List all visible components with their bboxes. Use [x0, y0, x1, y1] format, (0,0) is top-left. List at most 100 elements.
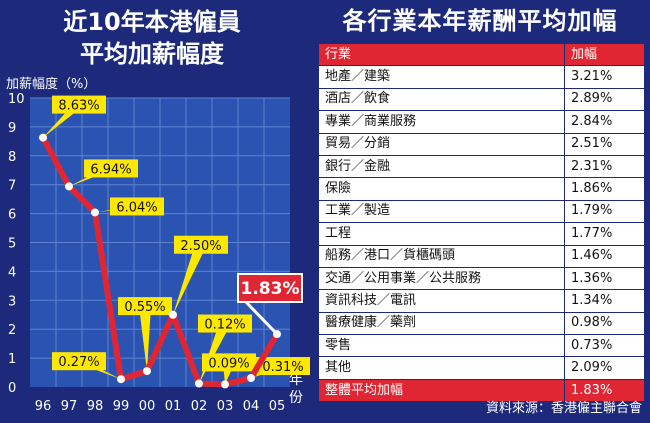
data-label-box [198, 314, 252, 333]
gridlines [30, 97, 290, 387]
data-point [221, 380, 229, 389]
callout-pointer [244, 300, 279, 336]
y-tick-label: 7 [8, 179, 16, 194]
y-tick-label: 4 [8, 265, 16, 280]
table-row: 船務／港口／貨櫃碼頭 1.46% [318, 244, 645, 268]
rate-cell: 2.09% [564, 356, 645, 380]
y-tick-label: 10 [8, 92, 25, 107]
highlight-data-label: 1.83% [241, 279, 300, 299]
rate-cell: 1.79% [564, 199, 645, 224]
industry-cell: 酒店／飲食 [318, 87, 565, 112]
industry-cell: 其他 [318, 356, 565, 380]
table-row: 其他 2.09% [318, 356, 645, 380]
data-label: 6.04% [116, 200, 157, 215]
table-row: 交通／公用事業／公共服務 1.36% [318, 266, 645, 291]
rate-cell: 3.21% [564, 65, 645, 89]
table-row: 專業／商業服務 2.84% [318, 110, 645, 134]
y-tick-label: 6 [8, 208, 16, 223]
industry-cell: 醫療健康／藥劑 [318, 311, 565, 336]
x-tick-label: 97 [61, 399, 78, 414]
data-labels: 8.63% 6.94% 6.04% 0.27% 0.55% 2.50% 0.12% 0.09%… [43, 95, 310, 385]
rate-cell: 0.73% [564, 334, 645, 358]
data-label-box [174, 235, 228, 254]
source-note: 資料來源：香港僱主聯合會 [485, 401, 642, 416]
rate-cell: 1.86% [564, 177, 645, 201]
rate-cell: 2.84% [564, 110, 645, 134]
industry-cell: 地產／建築 [318, 65, 565, 89]
x-tick-label: 98 [87, 399, 104, 414]
table-title: 各行業本年薪酬平均加幅 [342, 7, 618, 35]
data-points [39, 133, 281, 389]
data-label-box [110, 197, 164, 216]
data-label: 0.31% [262, 360, 303, 375]
rate-cell: 2.89% [564, 87, 645, 112]
table-row: 保險 1.86% [318, 177, 645, 201]
industry-cell: 工業／製造 [318, 199, 565, 224]
table-row: 資訊科技／電訊 1.34% [318, 289, 645, 313]
data-point [195, 379, 203, 388]
industry-cell: 銀行／金融 [318, 154, 565, 179]
table-row: 貿易／分銷 2.51% [318, 132, 645, 156]
salary-trend-panel: 近10年本港僱員 平均加薪幅度 加薪幅度（%） 0 1 2 3 4 5 6 7 8 9 10 96 97… [0, 0, 310, 423]
chart-title-line: 平均加薪幅度 [80, 40, 225, 68]
table-row: 工業／製造 1.79% [318, 199, 645, 224]
data-label-box [256, 357, 310, 376]
table-row: 地產／建築 3.21% [318, 65, 645, 89]
data-label: 6.94% [90, 162, 131, 177]
rate-cell: 1.77% [564, 222, 645, 246]
x-tick-label: 01 [165, 399, 182, 414]
y-tick-label: 9 [8, 121, 16, 136]
chart-title-line: 近10年本港僱員 [63, 8, 240, 36]
industry-table-panel: 各行業本年薪酬平均加幅 行業 加幅 地產／建築 3.21% 酒店／飲食 2.89% 專業… [310, 0, 650, 423]
overall-average-row: 整體平均加幅 1.83% [318, 378, 645, 403]
data-label-box [84, 159, 138, 178]
y-tick-label: 3 [8, 294, 16, 309]
x-tick-label: 03 [217, 399, 234, 414]
table-row: 銀行／金融 2.31% [318, 154, 645, 179]
rate-cell: 2.51% [564, 132, 645, 156]
highlight-label-box [237, 273, 303, 303]
industry-rate-table: 行業 加幅 地產／建築 3.21% 酒店／飲食 2.89% 專業／商業服務 2.84% 貿易… [318, 42, 645, 403]
table-header-row: 行業 加幅 [318, 42, 645, 67]
data-label: 0.12% [204, 318, 245, 333]
data-label: 8.63% [58, 99, 99, 114]
data-label: 0.09% [208, 356, 249, 371]
rate-cell: 1.36% [564, 266, 645, 291]
data-label: 2.50% [180, 239, 221, 254]
industry-cell: 船務／港口／貨櫃碼頭 [318, 244, 565, 268]
table-row: 酒店／飲食 2.89% [318, 87, 645, 112]
overall-average-label: 整體平均加幅 [318, 378, 565, 403]
data-point [247, 374, 255, 383]
data-label: 0.55% [124, 300, 165, 315]
industry-cell: 保險 [318, 177, 565, 201]
callout-pointer [139, 306, 151, 372]
x-tick-label: 96 [35, 399, 52, 414]
data-point [91, 208, 99, 217]
rate-cell: 2.31% [564, 154, 645, 179]
x-axis-label: 年份 [289, 372, 303, 406]
x-tick-label: 04 [243, 399, 260, 414]
industry-cell: 貿易／分銷 [318, 132, 565, 156]
x-tick-label: 00 [139, 399, 156, 414]
data-label-box [52, 352, 106, 371]
x-tick-label: 02 [191, 399, 208, 414]
data-point [65, 182, 73, 191]
x-axis-label-char: 份 [289, 390, 303, 406]
data-label-box [52, 95, 106, 114]
overall-average-value: 1.83% [564, 378, 645, 403]
industry-cell: 交通／公用事業／公共服務 [318, 266, 565, 291]
data-point [39, 133, 47, 142]
x-axis-label-char: 年 [289, 372, 303, 388]
industry-cell: 零售 [318, 334, 565, 358]
y-axis-label: 加薪幅度（%） [6, 76, 96, 92]
column-header-rate: 加幅 [564, 42, 645, 67]
data-point [273, 330, 281, 339]
table-row: 零售 0.73% [318, 334, 645, 358]
y-tick-label: 1 [8, 352, 16, 367]
data-label-box [118, 297, 172, 316]
x-ticks: 96 97 98 99 00 01 02 03 04 05 [35, 399, 286, 414]
data-point [169, 310, 177, 319]
data-point [143, 367, 151, 376]
